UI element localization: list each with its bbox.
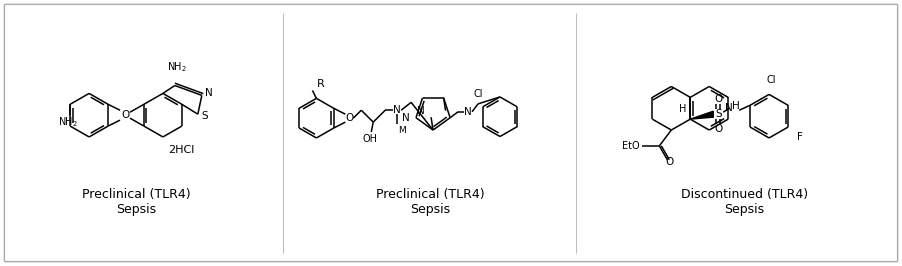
Text: NH$_2$: NH$_2$ [59, 115, 78, 129]
Text: O: O [121, 110, 129, 120]
Text: OH: OH [363, 134, 378, 144]
Text: N: N [205, 88, 213, 98]
Text: NH$_2$: NH$_2$ [167, 60, 187, 74]
Text: Sepsis: Sepsis [116, 203, 156, 216]
Text: O: O [714, 94, 723, 104]
FancyBboxPatch shape [5, 4, 897, 262]
Text: Discontinued (TLR4): Discontinued (TLR4) [680, 188, 807, 201]
Text: M: M [398, 126, 406, 135]
Text: S: S [201, 111, 208, 121]
Text: F: F [797, 132, 803, 142]
Text: N: N [417, 106, 424, 116]
Text: Cl: Cl [474, 89, 483, 99]
Text: 2HCl: 2HCl [168, 145, 194, 155]
Text: EtO: EtO [621, 141, 640, 151]
Text: N: N [725, 103, 733, 113]
Text: N: N [465, 107, 472, 117]
Text: R: R [317, 80, 324, 89]
Text: O: O [345, 113, 354, 123]
Text: N: N [393, 105, 401, 115]
Text: H: H [732, 101, 740, 111]
Text: Cl: Cl [767, 74, 776, 85]
Text: O: O [714, 124, 723, 134]
Polygon shape [690, 111, 713, 119]
Text: H: H [678, 104, 686, 114]
Text: Sepsis: Sepsis [410, 203, 450, 216]
Text: N: N [402, 113, 410, 123]
Text: Preclinical (TLR4): Preclinical (TLR4) [82, 188, 190, 201]
Text: Preclinical (TLR4): Preclinical (TLR4) [376, 188, 484, 201]
Text: O: O [665, 157, 674, 167]
Text: Sepsis: Sepsis [724, 203, 764, 216]
Text: S: S [715, 109, 722, 119]
